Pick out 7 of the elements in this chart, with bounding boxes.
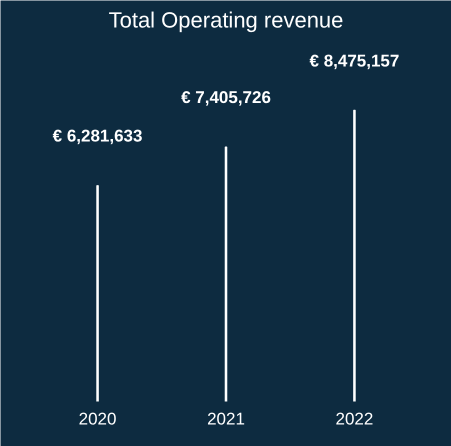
data-label: € 6,281,633: [52, 126, 142, 146]
data-label: € 7,405,726: [181, 88, 271, 108]
x-tick-label: 2022: [336, 410, 374, 428]
x-tick-label: 2021: [207, 410, 245, 428]
data-label: € 8,475,157: [310, 51, 400, 70]
chart-title: Total Operating revenue: [108, 8, 344, 32]
x-tick-label: 2020: [78, 410, 116, 428]
